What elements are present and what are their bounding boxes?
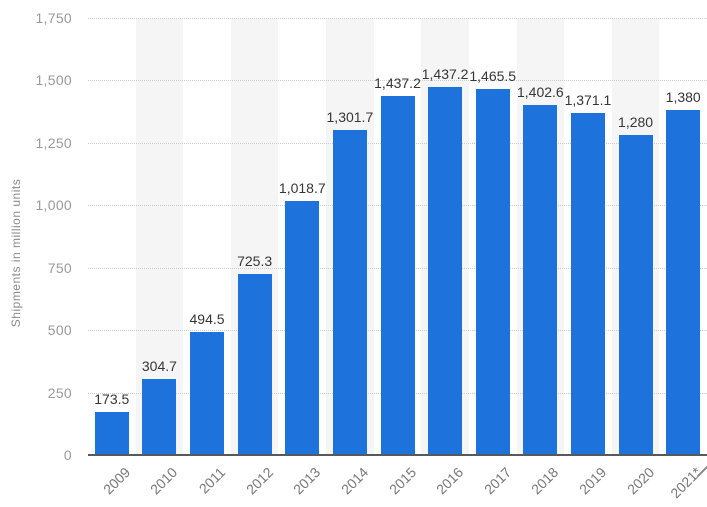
bar-2012[interactable] xyxy=(237,273,272,455)
bar-2015[interactable] xyxy=(380,96,415,455)
value-label: 173.5 xyxy=(94,390,130,407)
bar-2016[interactable] xyxy=(428,87,463,455)
y-axis-tick-label: 500 xyxy=(47,322,72,339)
value-label: 304.7 xyxy=(141,357,177,374)
value-label: 494.5 xyxy=(189,310,225,327)
value-label: 1,280 xyxy=(618,114,654,131)
value-label: 1,301.7 xyxy=(326,108,374,125)
bar-2020[interactable] xyxy=(618,135,653,455)
y-axis-tick-label: 0 xyxy=(63,447,72,463)
x-axis-line xyxy=(88,454,707,456)
bar-2010[interactable] xyxy=(142,378,177,455)
value-label: 1,380 xyxy=(665,89,701,106)
value-label: 1,402.6 xyxy=(516,83,564,100)
x-axis-label: 2009 xyxy=(99,464,134,498)
value-label: 1,371.1 xyxy=(564,91,612,108)
bar-2019[interactable] xyxy=(570,112,605,455)
bar-2021[interactable] xyxy=(666,110,701,455)
y-axis-tick-label: 750 xyxy=(47,259,72,276)
value-label: 1,437.2 xyxy=(421,66,469,83)
y-axis-tick-label: 1,500 xyxy=(35,72,72,89)
y-axis-tick-label: 1,250 xyxy=(35,134,72,151)
bar-2013[interactable] xyxy=(285,200,320,455)
bar-2009[interactable] xyxy=(94,411,129,455)
gridline xyxy=(88,80,707,82)
value-label: 1,437.2 xyxy=(374,75,421,92)
value-label: 1,018.7 xyxy=(278,179,326,196)
bar-2017[interactable] xyxy=(475,89,510,455)
bar-2014[interactable] xyxy=(332,129,367,455)
y-axis-tick-label: 1,750 xyxy=(35,10,72,26)
gridline xyxy=(88,18,707,19)
bar-2018[interactable] xyxy=(523,104,558,455)
y-axis-tick-label: 250 xyxy=(47,384,72,401)
bar-2011[interactable] xyxy=(190,331,225,455)
y-axis-tick-label: 1,000 xyxy=(35,197,72,214)
value-label: 1,465.5 xyxy=(469,68,517,85)
value-label: 725.3 xyxy=(237,252,273,269)
